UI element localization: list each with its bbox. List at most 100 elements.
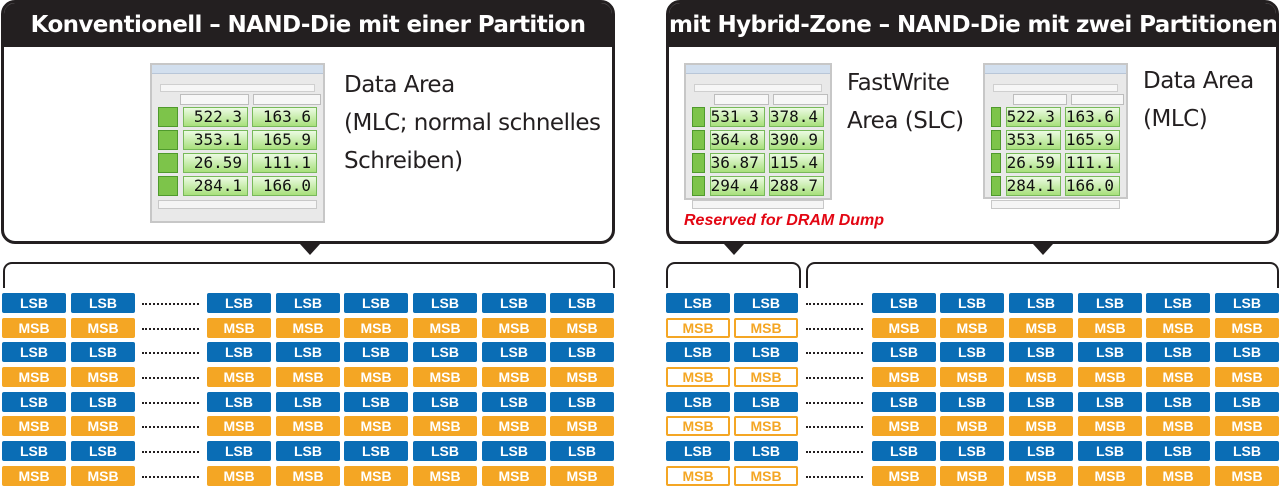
lsb-cell: LSB <box>207 441 271 461</box>
msb-cell: MSB <box>940 367 1004 387</box>
area-label-line: Schreiben) <box>344 148 463 174</box>
msb-cell: MSB <box>940 416 1004 436</box>
lsb-cell: LSB <box>1146 441 1210 461</box>
window-menubar <box>985 74 1126 83</box>
window-menubar <box>686 74 830 83</box>
benchmark-button <box>158 107 178 127</box>
msb-cell: MSB <box>940 466 1004 486</box>
lsb-cell: LSB <box>1215 392 1279 412</box>
msb-cell: MSB <box>71 466 135 486</box>
column-headers <box>152 94 323 105</box>
msb-cell-empty: MSB <box>734 367 798 387</box>
lsb-cell: LSB <box>276 342 340 362</box>
msb-cell: MSB <box>71 416 135 436</box>
window-menubar <box>152 74 323 83</box>
lsb-cell: LSB <box>276 392 340 412</box>
ellipsis-dots <box>142 451 199 453</box>
lsb-cell: LSB <box>550 441 614 461</box>
ellipsis-dots <box>806 303 863 305</box>
msb-cell: MSB <box>482 466 546 486</box>
msb-cell: MSB <box>207 318 271 338</box>
write-value: 111.1 <box>1064 153 1120 173</box>
lsb-cell: LSB <box>734 342 798 362</box>
lsb-cell: LSB <box>1146 392 1210 412</box>
benchmark-button <box>158 176 178 196</box>
lsb-cell: LSB <box>413 441 477 461</box>
benchmark-row: 353.1 165.9 <box>985 130 1126 150</box>
read-value: 353.1 <box>183 130 248 150</box>
ellipsis-dots <box>142 328 199 330</box>
benchmark-button <box>692 107 705 127</box>
msb-cell: MSB <box>1215 416 1279 436</box>
lsb-cell: LSB <box>207 392 271 412</box>
lsb-cell: LSB <box>940 392 1004 412</box>
msb-cell: MSB <box>413 367 477 387</box>
write-value: 111.1 <box>252 153 317 173</box>
msb-cell: MSB <box>71 367 135 387</box>
lsb-cell: LSB <box>413 293 477 313</box>
msb-cell: MSB <box>2 367 66 387</box>
lsb-cell: LSB <box>1146 293 1210 313</box>
msb-cell: MSB <box>2 416 66 436</box>
benchmark-row: 522.3 163.6 <box>985 107 1126 127</box>
write-value: 166.0 <box>1064 176 1120 196</box>
lsb-cell: LSB <box>940 293 1004 313</box>
lsb-cell: LSB <box>71 392 135 412</box>
lsb-cell: LSB <box>1215 441 1279 461</box>
lsb-cell: LSB <box>872 392 936 412</box>
benchmark-window-data-area: 522.3 163.6 353.1 165.9 26.59 111.1 284.1 166.0 <box>983 63 1128 209</box>
lsb-cell: LSB <box>666 293 730 313</box>
hybrid-title: mit Hybrid-Zone – NAND-Die mit zwei Part… <box>669 3 1276 47</box>
lsb-cell: LSB <box>344 293 408 313</box>
ellipsis-dots <box>806 476 863 478</box>
data-area-label: Data Area (MLC) <box>1143 62 1254 138</box>
write-value: 166.0 <box>252 176 317 196</box>
lsb-cell: LSB <box>2 441 66 461</box>
msb-cell-empty: MSB <box>734 318 798 338</box>
write-value: 390.9 <box>768 130 824 150</box>
msb-cell: MSB <box>71 318 135 338</box>
benchmark-button <box>991 153 1001 173</box>
lsb-cell: LSB <box>276 441 340 461</box>
msb-cell: MSB <box>1215 466 1279 486</box>
lsb-cell: LSB <box>666 342 730 362</box>
write-value: 288.7 <box>768 176 824 196</box>
read-value: 522.3 <box>183 107 248 127</box>
msb-cell-empty: MSB <box>734 466 798 486</box>
read-value: 26.59 <box>183 153 248 173</box>
read-value: 294.4 <box>709 176 765 196</box>
benchmark-button <box>692 130 705 150</box>
msb-cell: MSB <box>550 416 614 436</box>
msb-cell: MSB <box>344 466 408 486</box>
msb-cell: MSB <box>344 318 408 338</box>
lsb-cell: LSB <box>872 441 936 461</box>
lsb-cell: LSB <box>71 293 135 313</box>
ellipsis-dots <box>142 476 199 478</box>
msb-cell: MSB <box>207 466 271 486</box>
lsb-cell: LSB <box>1215 342 1279 362</box>
lsb-cell: LSB <box>2 342 66 362</box>
msb-cell-empty: MSB <box>666 367 730 387</box>
lsb-cell: LSB <box>207 293 271 313</box>
window-statusbar <box>158 200 317 209</box>
lsb-cell: LSB <box>1215 293 1279 313</box>
area-label-line: Data Area <box>344 72 455 98</box>
data-area-pointer <box>1033 244 1053 255</box>
benchmark-button <box>158 130 178 150</box>
benchmark-row: 294.4 288.7 <box>686 176 830 196</box>
lsb-cell: LSB <box>1078 392 1142 412</box>
msb-cell: MSB <box>1215 367 1279 387</box>
ellipsis-dots <box>142 426 199 428</box>
lsb-cell: LSB <box>1146 342 1210 362</box>
read-value: 364.8 <box>709 130 765 150</box>
ellipsis-dots <box>806 352 863 354</box>
write-value: 163.6 <box>1064 107 1120 127</box>
lsb-cell: LSB <box>1078 293 1142 313</box>
conventional-pointer <box>300 244 320 255</box>
benchmark-row: 284.1 166.0 <box>152 176 323 196</box>
write-value: 378.4 <box>768 107 824 127</box>
benchmark-row: 364.8 390.9 <box>686 130 830 150</box>
fastwrite-pointer <box>724 244 744 255</box>
lsb-cell: LSB <box>550 392 614 412</box>
read-value: 284.1 <box>183 176 248 196</box>
